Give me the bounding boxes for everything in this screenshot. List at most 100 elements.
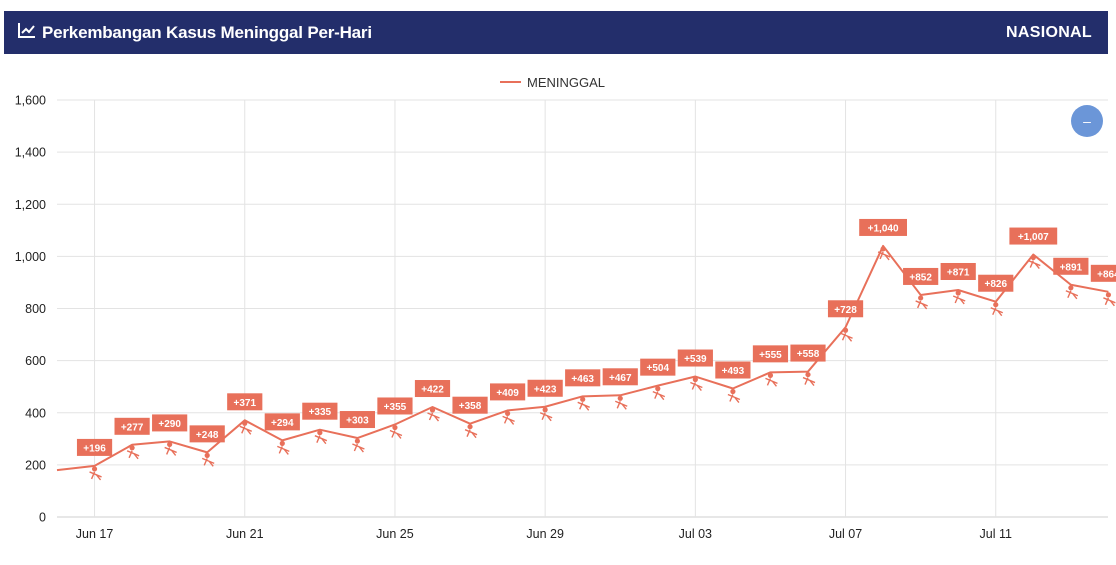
data-point-glyph — [89, 471, 102, 481]
data-point-marker[interactable] — [692, 376, 698, 383]
data-point-glyph — [840, 332, 853, 342]
data-point[interactable] — [314, 430, 328, 445]
data-point-marker[interactable] — [842, 327, 849, 333]
data-point[interactable] — [164, 441, 177, 456]
data-point-glyph — [877, 251, 891, 261]
data-label: +871 — [947, 267, 970, 278]
data-point-marker[interactable] — [354, 438, 360, 444]
zoom-out-button[interactable]: – — [1071, 105, 1103, 137]
data-label: +467 — [609, 373, 632, 384]
data-label: +891 — [1060, 262, 1083, 273]
data-label: +371 — [233, 398, 256, 409]
y-tick-label: 1,000 — [15, 250, 46, 264]
data-point-marker[interactable] — [993, 302, 999, 308]
data-label-box — [414, 380, 451, 398]
data-point[interactable] — [201, 452, 215, 467]
data-point-marker[interactable] — [617, 395, 623, 401]
data-point-marker[interactable] — [167, 441, 173, 448]
y-tick-label: 1,400 — [15, 146, 46, 160]
minus-icon[interactable]: – — [1083, 113, 1091, 129]
data-label: +277 — [121, 422, 144, 433]
data-point-marker[interactable] — [392, 424, 398, 431]
x-tick-label: Jul 11 — [980, 527, 1012, 541]
data-label-box — [790, 344, 826, 362]
data-label: +463 — [571, 374, 594, 385]
data-label-box — [339, 411, 375, 429]
data-label: +852 — [909, 272, 932, 283]
data-point-marker[interactable] — [204, 452, 210, 458]
data-label-box — [76, 438, 113, 456]
data-point-glyph — [802, 376, 816, 387]
x-tick-label: Jun 17 — [76, 527, 114, 541]
data-label-box — [302, 402, 338, 420]
data-point[interactable] — [352, 438, 365, 453]
data-label: +358 — [459, 401, 482, 412]
data-point-glyph — [990, 307, 1004, 317]
data-point[interactable] — [990, 302, 1004, 317]
data-label-box — [677, 349, 713, 367]
scope-label: NASIONAL — [1006, 23, 1092, 41]
data-label: +558 — [797, 349, 820, 360]
data-point-marker[interactable] — [542, 407, 548, 413]
data-label: +1,040 — [868, 223, 899, 234]
data-point[interactable] — [1028, 254, 1041, 269]
data-point[interactable] — [1065, 285, 1079, 300]
data-point-glyph — [614, 400, 628, 410]
data-point-marker[interactable] — [730, 388, 736, 395]
data-point-marker[interactable] — [429, 407, 436, 413]
data-label: +539 — [684, 354, 707, 365]
zoom-button-circle[interactable] — [1071, 105, 1103, 137]
data-label-box — [715, 361, 751, 379]
data-point-marker[interactable] — [655, 386, 661, 392]
data-point[interactable] — [877, 246, 891, 261]
data-point[interactable] — [502, 410, 515, 425]
data-point-marker[interactable] — [805, 371, 811, 378]
data-point-glyph — [464, 429, 478, 439]
data-point[interactable] — [577, 396, 590, 411]
data-point[interactable] — [915, 295, 928, 310]
data-point-marker[interactable] — [505, 410, 511, 417]
data-point-marker[interactable] — [467, 424, 473, 430]
x-tick-label: Jun 29 — [526, 527, 564, 541]
axes: 0 200 400 600 800 1,000 1,200 1,400 1,600 Jun 17 J… — [15, 94, 1012, 542]
data-point[interactable] — [840, 327, 853, 342]
data-point-glyph — [277, 445, 290, 455]
data-point-marker[interactable] — [91, 466, 98, 472]
data-point-glyph — [1028, 259, 1041, 269]
data-point-marker[interactable] — [955, 290, 961, 296]
data-point-marker[interactable] — [918, 295, 924, 301]
data-label-box — [490, 383, 526, 401]
x-tick-label: Jul 07 — [829, 527, 862, 541]
data-point-marker[interactable] — [317, 430, 323, 436]
data-point-marker[interactable] — [767, 372, 774, 378]
data-point-marker[interactable] — [880, 246, 886, 252]
data-point[interactable] — [727, 388, 741, 403]
data-point[interactable] — [765, 372, 778, 387]
data-point-marker[interactable] — [1068, 285, 1074, 291]
data-point[interactable] — [239, 420, 253, 435]
data-point-marker[interactable] — [1030, 254, 1036, 261]
data-point[interactable] — [802, 371, 816, 387]
data-point[interactable] — [89, 466, 102, 481]
data-point-glyph — [539, 412, 553, 422]
data-label-box — [859, 218, 907, 236]
data-point[interactable] — [277, 440, 290, 455]
data-point[interactable] — [464, 424, 478, 439]
data-point[interactable] — [539, 407, 553, 422]
data-point[interactable] — [1103, 292, 1116, 307]
data-point[interactable] — [952, 290, 966, 305]
data-label-box — [189, 425, 225, 443]
data-point-glyph — [201, 457, 215, 467]
data-point-marker[interactable] — [279, 440, 285, 446]
data-point[interactable] — [126, 445, 140, 460]
data-point-marker[interactable] — [580, 396, 586, 402]
data-point-marker[interactable] — [129, 445, 135, 451]
data-point-glyph — [352, 443, 365, 453]
data-point-marker[interactable] — [1105, 292, 1111, 298]
data-point[interactable] — [652, 386, 666, 401]
data-point[interactable] — [690, 376, 703, 391]
data-point[interactable] — [389, 424, 403, 439]
data-point[interactable] — [614, 395, 628, 410]
data-point[interactable] — [427, 407, 440, 422]
data-point-marker[interactable] — [242, 420, 248, 426]
